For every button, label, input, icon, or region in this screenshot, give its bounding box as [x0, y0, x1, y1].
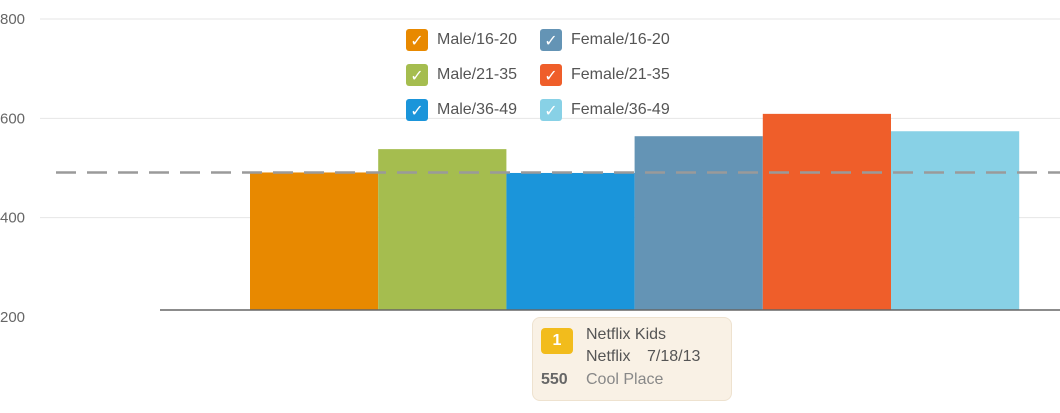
checkbox-checked-icon[interactable]: ✓ [540, 64, 562, 86]
legend-label: Female/21-35 [571, 66, 670, 83]
legend-item-male-21-35[interactable]: ✓ Male/21-35 [406, 63, 540, 87]
checkbox-checked-icon[interactable]: ✓ [406, 29, 428, 51]
legend-label: Male/21-35 [437, 66, 518, 83]
legend: ✓ Male/16-20 ✓ Female/16-20 ✓ Male/21-35… [406, 28, 680, 122]
y-tick-label: 200 [0, 309, 25, 326]
legend-item-female-16-20[interactable]: ✓ Female/16-20 [540, 28, 680, 52]
y-tick-label: 400 [0, 210, 25, 227]
legend-label: Male/36-49 [437, 101, 518, 118]
tooltip-card: 1 Netflix Kids Netflix 7/18/13 550 Cool … [532, 317, 732, 401]
tooltip-title: Netflix Kids [586, 326, 667, 343]
checkbox-checked-icon[interactable]: ✓ [406, 64, 428, 86]
legend-label: Female/16-20 [571, 31, 670, 48]
axis-layer: 200 400 600 800 [0, 11, 1060, 326]
bar-female-16-20 [634, 136, 763, 310]
legend-label: Male/16-20 [437, 31, 518, 48]
tooltip-network: Netflix [586, 348, 631, 365]
legend-item-male-16-20[interactable]: ✓ Male/16-20 [406, 28, 540, 52]
bar-male-16-20 [250, 172, 379, 310]
tooltip-value: 550 [541, 371, 568, 388]
bar-female-36-49 [891, 131, 1020, 310]
tooltip-subtitle: Cool Place [586, 371, 664, 388]
bar-male-21-35 [378, 149, 507, 310]
bar-female-21-35 [762, 113, 891, 310]
checkbox-checked-icon[interactable]: ✓ [406, 99, 428, 121]
checkbox-checked-icon[interactable]: ✓ [540, 29, 562, 51]
legend-item-male-36-49[interactable]: ✓ Male/36-49 [406, 98, 540, 122]
rank-badge: 1 [541, 328, 573, 354]
y-tick-label: 600 [0, 110, 25, 127]
legend-item-female-21-35[interactable]: ✓ Female/21-35 [540, 63, 680, 87]
tooltip-date: 7/18/13 [647, 348, 701, 365]
y-tick-label: 800 [0, 11, 25, 28]
legend-label: Female/36-49 [571, 101, 670, 118]
bar-male-36-49 [506, 172, 635, 310]
legend-item-female-36-49[interactable]: ✓ Female/36-49 [540, 98, 680, 122]
bars-layer [250, 113, 1020, 310]
checkbox-checked-icon[interactable]: ✓ [540, 99, 562, 121]
